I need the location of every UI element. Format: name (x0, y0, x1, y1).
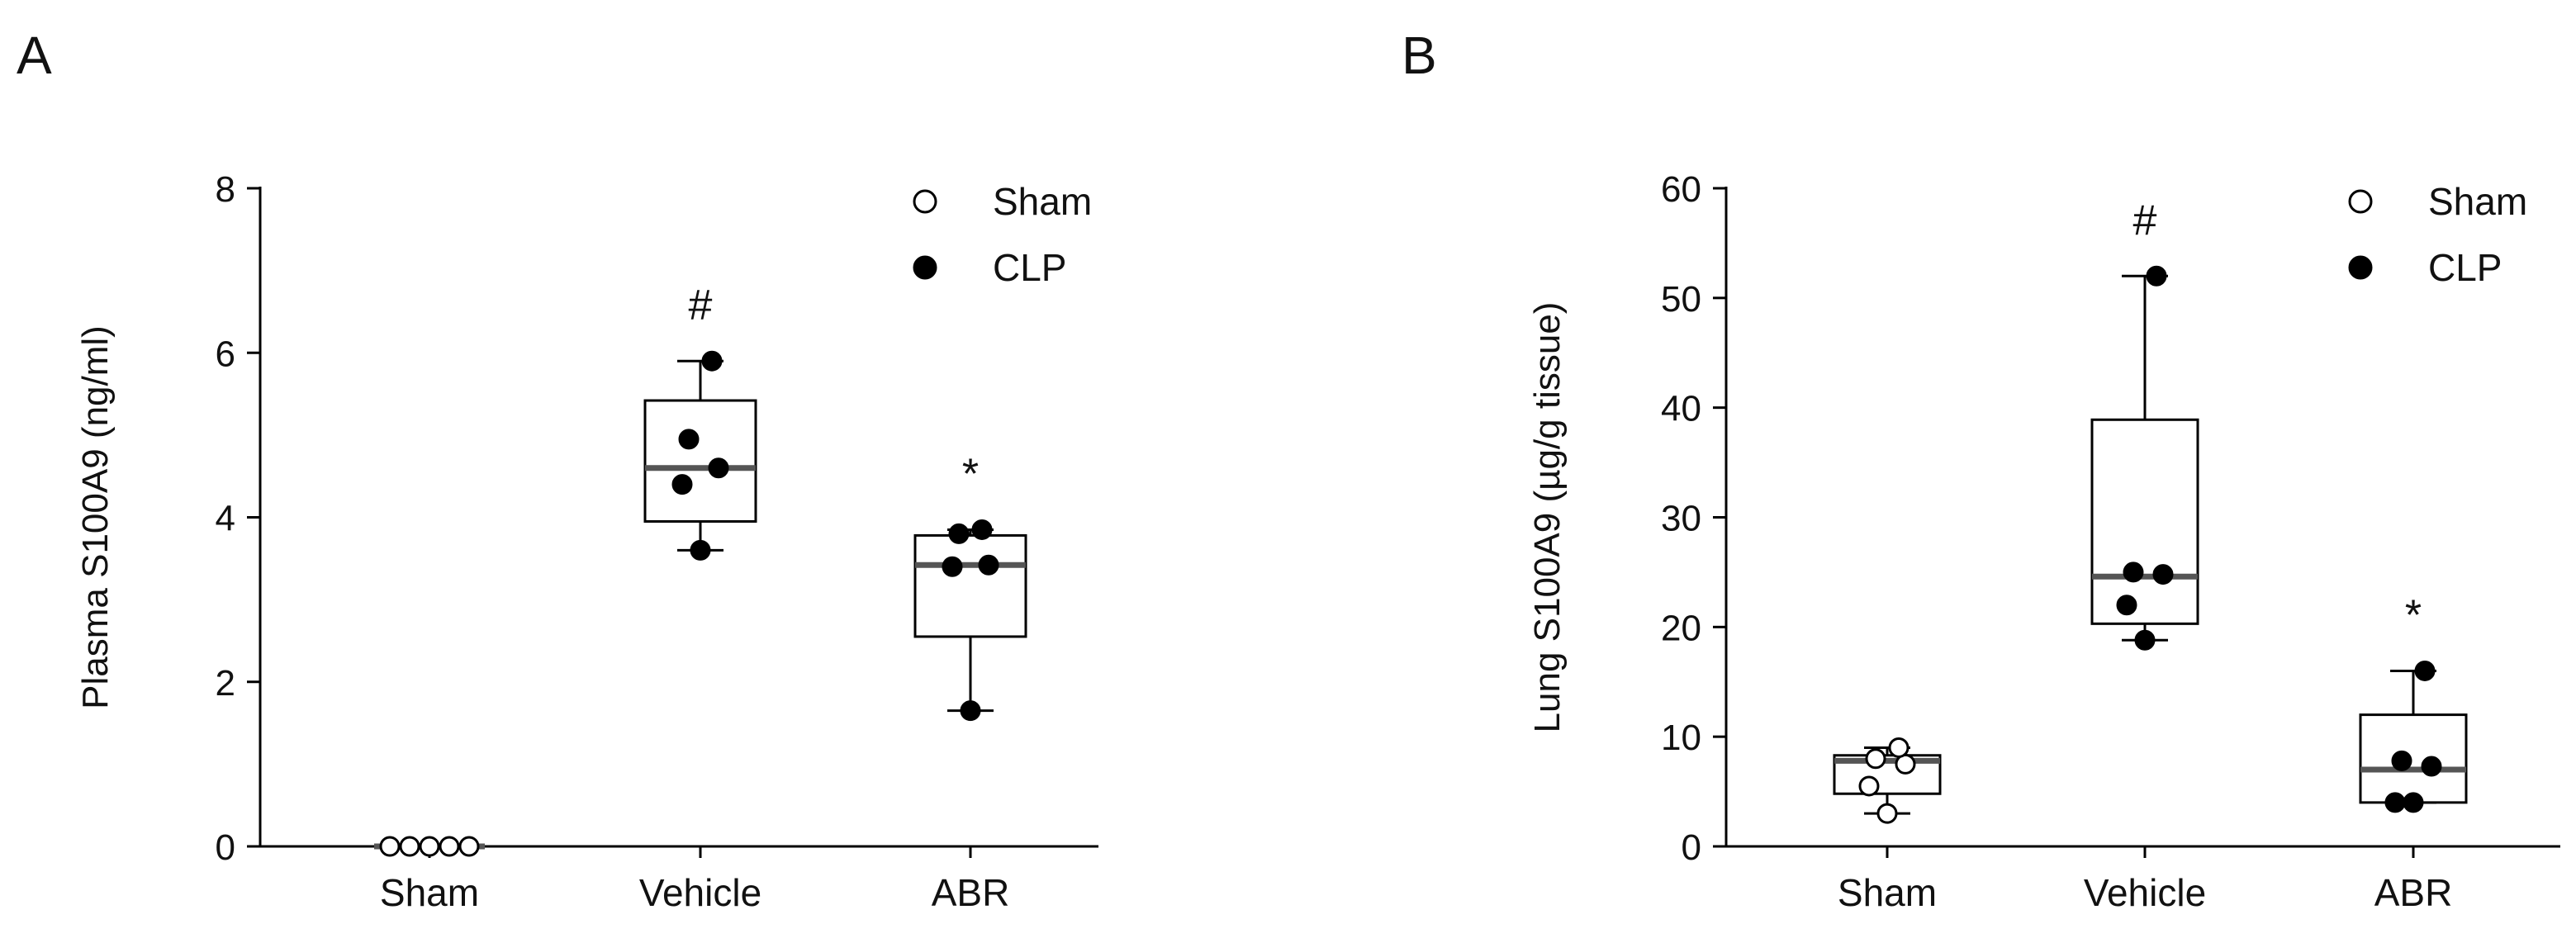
y-tick-label: 0 (216, 827, 235, 868)
legend-marker-clp (913, 255, 937, 280)
box-group-sham (374, 836, 485, 857)
data-point (678, 429, 700, 450)
data-point (439, 836, 460, 857)
data-point (2152, 564, 2174, 585)
data-point (379, 836, 401, 857)
y-tick-label: 50 (1661, 279, 1701, 320)
panel-label-a: A (17, 26, 52, 85)
box-group-sham (1833, 737, 1942, 824)
data-point (1858, 775, 1880, 797)
y-tick-label: 8 (216, 169, 235, 210)
data-point (458, 836, 480, 857)
data-point (2384, 792, 2406, 813)
data-point (1876, 803, 1898, 824)
box (2090, 418, 2199, 625)
y-tick-label: 30 (1661, 499, 1701, 539)
data-point (978, 554, 999, 576)
x-tick-label: Vehicle (639, 871, 761, 914)
significance-annotation: * (2405, 591, 2422, 639)
chart-panel-a: 0 2 4 6 8 Plasma S100A9 (ng/ml) Sham Vehicle ABR… (75, 169, 1098, 914)
data-point (399, 836, 420, 857)
y-tick-label: 4 (216, 499, 235, 539)
x-tick-label: ABR (2374, 871, 2453, 914)
data-point (419, 836, 440, 857)
data-point (1888, 737, 1909, 758)
data-point (2414, 660, 2436, 681)
legend-label-sham: Sham (993, 180, 1092, 223)
y-axis-label: Plasma S100A9 (ng/ml) (75, 325, 116, 709)
data-point (2134, 629, 2156, 651)
legend-marker-sham (2348, 189, 2373, 214)
y-axis-label: Lung S100A9 (µg/g tissue) (1527, 302, 1568, 733)
legend-marker-sham (913, 189, 937, 214)
box (2359, 713, 2468, 804)
x-tick-label: Sham (1838, 871, 1937, 914)
box-group-vehicle: # (643, 282, 757, 561)
legend-label-clp: CLP (993, 246, 1066, 289)
data-point (671, 474, 693, 495)
legend-label-sham: Sham (2428, 180, 2527, 223)
chart-panel-b: 0 10 20 30 40 50 60 Lung S100A9 (µg/g tissue) Sh… (1527, 169, 2560, 914)
y-tick-label: 10 (1661, 718, 1701, 758)
data-point (2146, 265, 2167, 287)
legend: Sham CLP (913, 180, 1092, 289)
data-point (2403, 792, 2424, 813)
legend-marker-clp (2348, 255, 2373, 280)
data-point (2421, 756, 2442, 777)
data-point (971, 519, 993, 540)
box (643, 399, 757, 523)
significance-annotation: # (689, 282, 713, 329)
y-tick-label: 0 (1682, 827, 1701, 868)
data-point (2116, 595, 2137, 616)
data-point (942, 556, 963, 577)
legend-label-clp: CLP (2428, 246, 2502, 289)
box-group-abr: * (2359, 591, 2468, 813)
data-point (690, 539, 711, 561)
panel-label-b: B (1402, 26, 1437, 85)
legend: Sham CLP (2348, 180, 2527, 289)
significance-annotation: # (2133, 197, 2157, 244)
y-tick-label: 40 (1661, 389, 1701, 429)
y-tick-label: 20 (1661, 608, 1701, 648)
box-group-vehicle: # (2090, 197, 2199, 651)
significance-annotation: * (962, 450, 979, 498)
data-point (2123, 562, 2144, 583)
data-point (1865, 748, 1886, 770)
y-tick-label: 60 (1661, 169, 1701, 210)
x-tick-label: Sham (380, 871, 479, 914)
box (913, 533, 1027, 638)
x-tick-label: ABR (932, 871, 1010, 914)
y-tick-label: 2 (216, 663, 235, 704)
y-tick-label: 6 (216, 334, 235, 374)
data-point (701, 350, 723, 372)
data-point (2391, 750, 2412, 771)
data-point (948, 523, 970, 544)
x-tick-label: Vehicle (2084, 871, 2206, 914)
data-point (708, 457, 729, 479)
box-group-abr: * (913, 450, 1027, 722)
data-point (960, 700, 981, 722)
